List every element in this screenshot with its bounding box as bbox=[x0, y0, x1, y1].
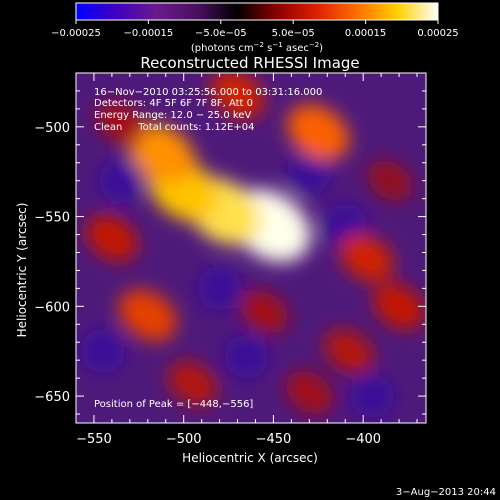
heatmap-blob bbox=[324, 329, 374, 374]
x-tick-label: −550 bbox=[76, 432, 112, 447]
heatmap-blob bbox=[118, 289, 177, 342]
colorbar-tick-label: −5.0e−05 bbox=[195, 28, 247, 39]
chart-title: Reconstructed RHESSI Image bbox=[140, 54, 359, 72]
y-tick-label: −600 bbox=[34, 300, 70, 315]
heatmap-blob bbox=[129, 124, 196, 184]
annotation-energy: Energy Range: 12.0 − 25.0 keV bbox=[94, 110, 251, 121]
annotation-time: 16−Nov−2010 03:25:56.000 to 03:31:16.000 bbox=[94, 87, 322, 98]
colorbar-tick-label: 0.00015 bbox=[345, 28, 386, 39]
annotation-detectors: Detectors: 4F 5F 6F 7F 8F, Att 0 bbox=[94, 98, 253, 109]
colorbar-tick-label: −0.00025 bbox=[51, 28, 101, 39]
trough-mark bbox=[350, 374, 395, 419]
axis-ticks: −550 −500 −450 −400 −500 −550 −600 −650 bbox=[34, 72, 426, 447]
y-tick-label: −550 bbox=[34, 211, 70, 226]
trough-mark bbox=[98, 158, 143, 203]
heatmap-blob bbox=[285, 371, 333, 414]
trough-mark bbox=[197, 266, 242, 311]
heatmap-blob bbox=[287, 104, 350, 161]
heatmap-blob bbox=[86, 214, 138, 262]
trough-mark bbox=[80, 329, 125, 374]
plot-area: −550 −500 −450 −400 −500 −550 −600 −650 bbox=[34, 72, 427, 447]
x-tick-label: −500 bbox=[166, 432, 202, 447]
colorbar-strip bbox=[75, 2, 439, 21]
peak-position-label: Position of Peak = [−448,−556] bbox=[94, 399, 253, 410]
y-tick-label: −500 bbox=[34, 121, 70, 136]
colorbar-tick-label: 0.00025 bbox=[417, 28, 458, 39]
colorbar: −0.00025 −0.00015 −5.0e−05 5.0e−05 0.00015 0.… bbox=[51, 2, 459, 54]
x-tick-label: −450 bbox=[256, 432, 292, 447]
trough-mark bbox=[287, 149, 332, 194]
plot-frame bbox=[75, 72, 427, 424]
y-tick-label: −650 bbox=[34, 390, 70, 405]
x-axis-label: Heliocentric X (arcsec) bbox=[182, 451, 318, 465]
heatmap-blob bbox=[97, 102, 145, 145]
trough-mark bbox=[224, 334, 269, 379]
heatmap-blob bbox=[167, 361, 218, 406]
x-tick-label: −400 bbox=[345, 432, 381, 447]
colorbar-tick-label: 5.0e−05 bbox=[272, 28, 315, 39]
annotation-counts: Clean Total counts: 1.12E+04 bbox=[94, 122, 254, 133]
heatmap-blob bbox=[339, 233, 394, 282]
y-axis-label: Heliocentric Y (arcsec) bbox=[15, 203, 29, 338]
annotation-block: 16−Nov−2010 03:25:56.000 to 03:31:16.000… bbox=[94, 87, 322, 133]
colorbar-units: (photons cm−2 s−1 asec−2) bbox=[191, 41, 323, 54]
heatmap-blob bbox=[373, 283, 425, 330]
colorbar-tick-label: −0.00015 bbox=[124, 28, 174, 39]
footer-date: 3−Aug−2013 20:44 bbox=[396, 487, 496, 498]
heatmap-blob bbox=[367, 160, 413, 201]
heatmap-blob bbox=[210, 73, 265, 119]
heatmap-layer bbox=[80, 73, 425, 419]
colorbar-ticks: −0.00025 −0.00015 −5.0e−05 5.0e−05 0.00015 0.… bbox=[51, 20, 459, 39]
heatmap-blob bbox=[240, 290, 289, 333]
